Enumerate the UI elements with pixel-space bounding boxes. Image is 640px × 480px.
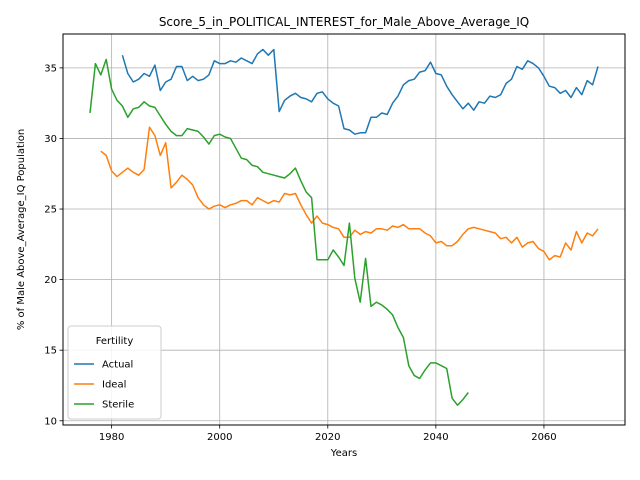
series-line-actual bbox=[121, 48, 599, 135]
legend: Fertility Actual Ideal Sterile bbox=[67, 325, 162, 420]
plot-frame bbox=[62, 33, 626, 426]
legend-label-ideal: Ideal bbox=[102, 380, 126, 391]
legend-box bbox=[67, 325, 162, 420]
legend-title: Fertility bbox=[96, 336, 134, 347]
x-tick-label: 1980 bbox=[99, 432, 124, 443]
y-tick-label: 20 bbox=[44, 275, 57, 286]
y-tick-label: 30 bbox=[44, 134, 57, 145]
x-tick-label: 2000 bbox=[207, 432, 232, 443]
y-axis-label: % of Male Above_Average_IQ Population bbox=[16, 129, 27, 330]
y-tick-label: 10 bbox=[44, 416, 57, 427]
legend-label-sterile: Sterile bbox=[102, 400, 134, 411]
axes: 1980 2000 2020 2040 2060 10 15 20 25 30 35 bbox=[44, 63, 556, 443]
y-tick-label: 35 bbox=[44, 63, 57, 74]
series-line-ideal bbox=[100, 126, 599, 261]
x-tick-label: 2020 bbox=[315, 432, 340, 443]
y-tick-label: 25 bbox=[44, 205, 57, 216]
x-tick-label: 2040 bbox=[423, 432, 448, 443]
legend-label-actual: Actual bbox=[102, 360, 133, 371]
x-tick-label: 2060 bbox=[531, 432, 556, 443]
series-line-sterile bbox=[89, 58, 469, 406]
chart-title: Score_5_in_POLITICAL_INTEREST_for_Male_A… bbox=[159, 15, 529, 29]
y-tick-label: 15 bbox=[44, 346, 57, 357]
plot-area bbox=[89, 48, 599, 406]
x-axis-label: Years bbox=[330, 448, 357, 459]
